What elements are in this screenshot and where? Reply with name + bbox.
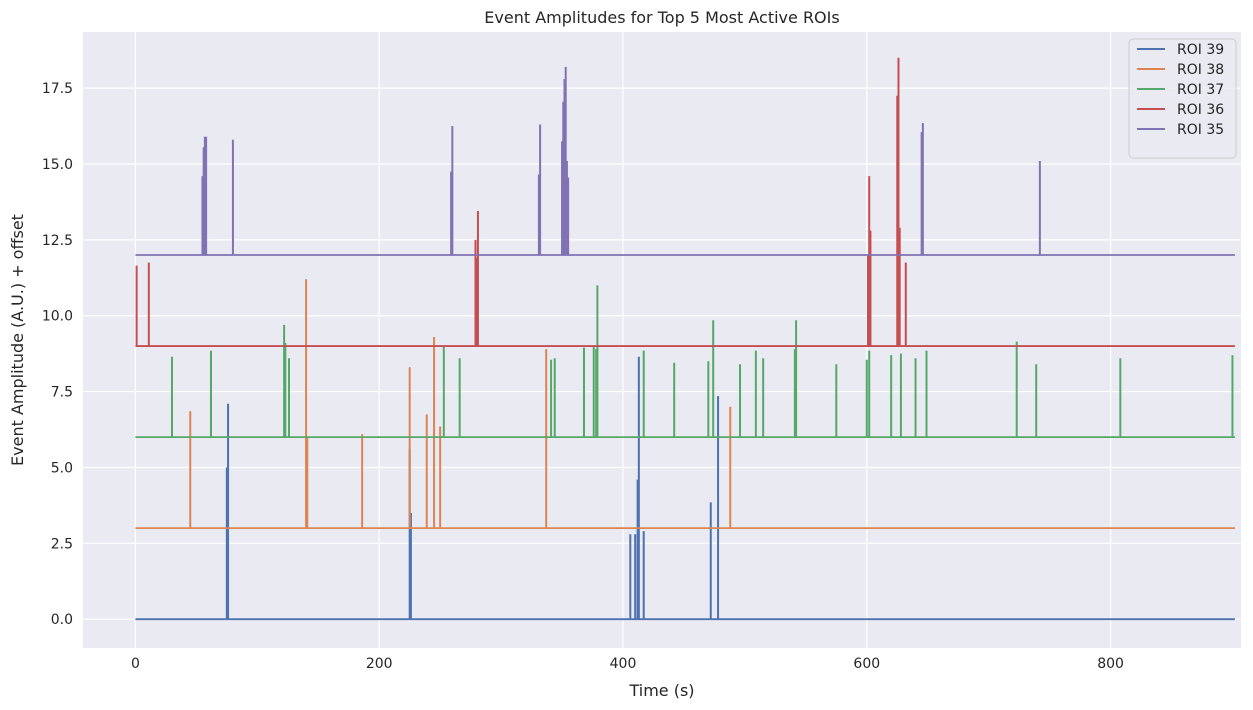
y-tick-label: 10.0 — [42, 309, 73, 325]
legend: ROI 39 ROI 38 ROI 37 ROI 36 ROI 35 — [1128, 38, 1237, 159]
legend-label: ROI 36 — [1177, 102, 1224, 118]
y-tick-label: 2.5 — [51, 536, 73, 552]
legend-entry: ROI 37 — [1137, 82, 1224, 98]
legend-entry: ROI 36 — [1137, 102, 1224, 118]
series-roi-35 — [135, 66, 1235, 256]
series-roi-37 — [135, 285, 1235, 439]
x-tick-label: 800 — [1097, 656, 1124, 672]
legend-label: ROI 35 — [1177, 122, 1224, 138]
y-tick-label: 7.5 — [51, 385, 73, 401]
x-tick-label: 200 — [366, 656, 393, 672]
tick-labels: 0 200 400 600 800 0.0 2.5 5.0 7.5 10.0 12.5 15.0 17.… — [42, 81, 1124, 672]
y-tick-label: 12.5 — [42, 233, 73, 249]
chart-title: Event Amplitudes for Top 5 Most Active R… — [484, 8, 839, 27]
series-lines — [135, 57, 1235, 621]
legend-entry: ROI 38 — [1137, 62, 1224, 78]
legend-label: ROI 37 — [1177, 82, 1224, 98]
x-tick-label: 600 — [853, 656, 880, 672]
x-axis-label: Time (s) — [628, 681, 694, 700]
series-roi-39 — [135, 356, 1235, 621]
x-tick-label: 0 — [131, 656, 140, 672]
legend-entry: ROI 35 — [1137, 122, 1224, 138]
y-tick-label: 15.0 — [42, 157, 73, 173]
y-tick-label: 5.0 — [51, 460, 73, 476]
legend-entry: ROI 39 — [1137, 42, 1224, 58]
legend-label: ROI 38 — [1177, 62, 1224, 78]
legend-label: ROI 39 — [1177, 42, 1224, 58]
y-axis-label: Event Amplitude (A.U.) + offset — [8, 214, 27, 466]
y-tick-label: 17.5 — [42, 81, 73, 97]
x-tick-label: 400 — [610, 656, 637, 672]
series-roi-38 — [135, 279, 1235, 530]
y-tick-label: 0.0 — [51, 612, 73, 628]
plot-area — [83, 32, 1241, 648]
series-roi-36 — [135, 57, 1235, 347]
